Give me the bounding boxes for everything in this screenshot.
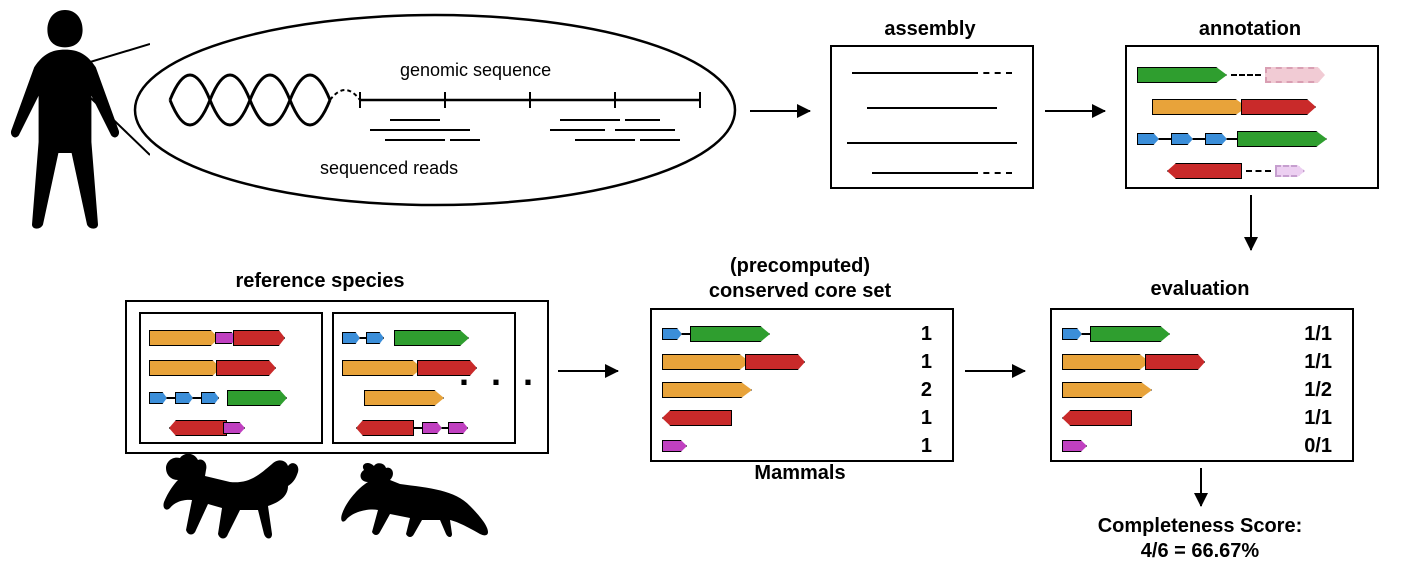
arrow-to-annotation: [1045, 110, 1105, 112]
eval-count-2: 1/1: [1304, 351, 1332, 374]
mouse-silhouette: [340, 462, 490, 542]
reference-species-outer: . . .: [125, 300, 549, 454]
score-value: 4/6 = 66.67%: [1030, 540, 1370, 563]
arrow-eval-score: [1200, 468, 1202, 506]
genomic-sequence-label: genomic sequence: [400, 60, 551, 81]
ref-box-1: [139, 312, 323, 444]
core-count-5: 1: [921, 435, 932, 458]
core-count-3: 2: [921, 379, 932, 402]
eval-count-1: 1/1: [1304, 323, 1332, 346]
reference-species-title: reference species: [160, 270, 480, 293]
monkey-silhouette: [160, 452, 300, 547]
annotation-box: [1125, 45, 1379, 189]
core-set-title: conserved core set: [650, 280, 950, 303]
assembly-box: [830, 45, 1034, 189]
core-count-2: 1: [921, 351, 932, 374]
score-label: Completeness Score:: [1030, 515, 1370, 538]
annotation-title: annotation: [1125, 18, 1375, 41]
eval-count-4: 1/1: [1304, 407, 1332, 430]
arrow-to-assembly: [750, 110, 810, 112]
eval-count-3: 1/2: [1304, 379, 1332, 402]
workflow-diagram: genomic sequence sequenced reads assembl…: [10, 10, 1408, 567]
evaluation-title: evaluation: [1050, 278, 1350, 301]
sequenced-reads-label: sequenced reads: [320, 158, 458, 179]
core-count-1: 1: [921, 323, 932, 346]
callout-lines: [70, 40, 150, 160]
arrow-core-eval: [965, 370, 1025, 372]
eval-count-5: 0/1: [1304, 435, 1332, 458]
arrow-ref-core: [558, 370, 618, 372]
evaluation-box: 1/1 1/1 1/2 1/1 0/1: [1050, 308, 1354, 462]
precomputed-label: (precomputed): [650, 255, 950, 278]
core-set-box: 1 1 2 1 1: [650, 308, 954, 462]
arrow-annot-eval: [1250, 195, 1252, 250]
assembly-title: assembly: [830, 18, 1030, 41]
core-count-4: 1: [921, 407, 932, 430]
ellipsis: . . .: [459, 352, 539, 394]
mammals-label: Mammals: [650, 462, 950, 485]
